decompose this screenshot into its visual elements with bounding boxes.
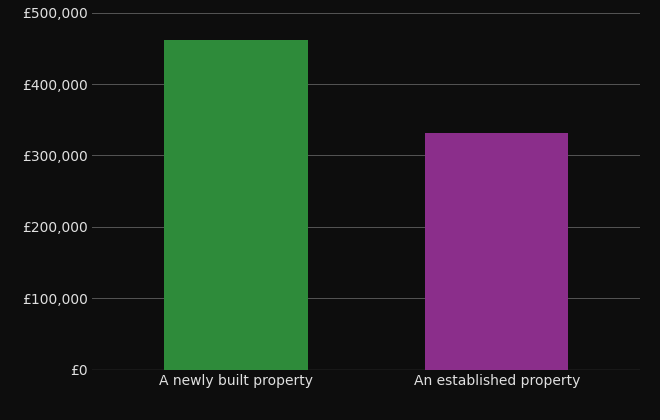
Bar — [425, 133, 568, 370]
Bar — [164, 40, 308, 370]
